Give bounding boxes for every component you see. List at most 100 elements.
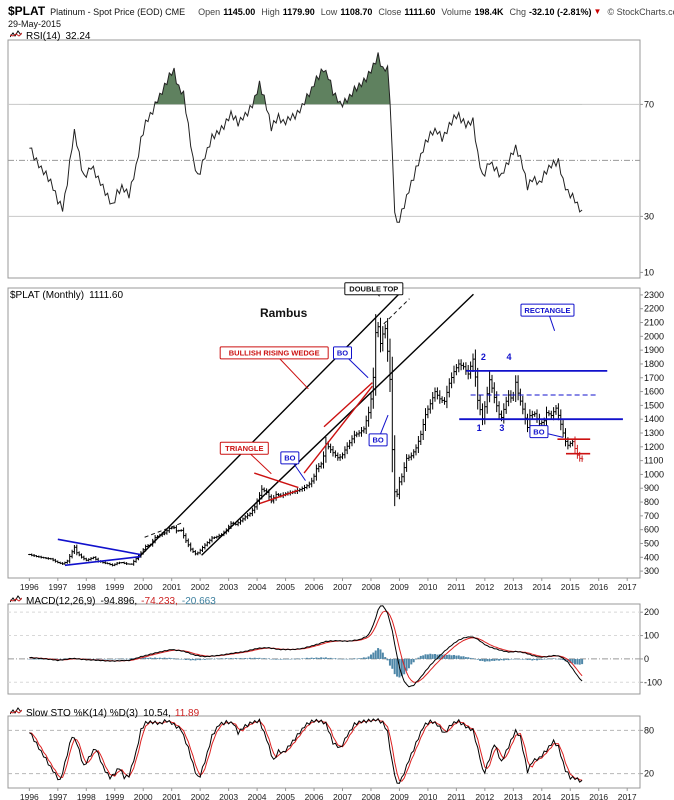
svg-text:2009: 2009 <box>390 792 409 800</box>
svg-text:1600: 1600 <box>644 387 664 397</box>
quote-strip: Open 1145.00 High 1179.90 Low 1108.70 Close… <box>198 7 607 17</box>
svg-text:1700: 1700 <box>644 373 664 383</box>
svg-text:2015: 2015 <box>561 792 580 800</box>
svg-text:1999: 1999 <box>105 792 124 800</box>
svg-text:1998: 1998 <box>77 582 96 592</box>
svg-text:2011: 2011 <box>447 582 466 592</box>
svg-text:2004: 2004 <box>248 582 267 592</box>
svg-text:70: 70 <box>644 99 654 109</box>
svg-text:2001: 2001 <box>162 792 181 800</box>
svg-text:-100: -100 <box>644 677 662 687</box>
svg-text:2002: 2002 <box>191 582 210 592</box>
svg-text:4: 4 <box>507 352 512 362</box>
svg-text:2004: 2004 <box>248 792 267 800</box>
svg-text:2012: 2012 <box>475 582 494 592</box>
svg-text:2006: 2006 <box>305 792 324 800</box>
svg-text:2014: 2014 <box>532 582 551 592</box>
svg-text:200: 200 <box>644 607 659 617</box>
svg-text:1997: 1997 <box>48 582 67 592</box>
change-down-arrow-icon: ▼ <box>593 7 602 16</box>
svg-text:2017: 2017 <box>618 582 637 592</box>
svg-text:2011: 2011 <box>447 792 466 800</box>
svg-text:2013: 2013 <box>504 792 523 800</box>
svg-text:Rambus: Rambus <box>260 306 308 320</box>
quote-low: Low 1108.70 <box>320 7 373 17</box>
svg-text:2016: 2016 <box>589 792 608 800</box>
chart-header: $PLAT Platinum - Spot Price (EOD) CME Op… <box>8 4 674 18</box>
svg-text:2012: 2012 <box>475 792 494 800</box>
svg-text:2008: 2008 <box>362 582 381 592</box>
svg-text:2001: 2001 <box>162 582 181 592</box>
svg-text:1996: 1996 <box>20 792 39 800</box>
svg-text:2010: 2010 <box>418 792 437 800</box>
quote-high: High 1179.90 <box>261 7 315 17</box>
svg-text:2014: 2014 <box>532 792 551 800</box>
svg-text:1100: 1100 <box>644 456 663 466</box>
svg-text:1900: 1900 <box>644 345 664 355</box>
svg-text:100: 100 <box>644 631 659 641</box>
svg-text:1998: 1998 <box>77 792 96 800</box>
svg-text:BO: BO <box>284 454 295 463</box>
svg-text:RECTANGLE: RECTANGLE <box>524 306 570 315</box>
svg-text:2013: 2013 <box>504 582 523 592</box>
svg-text:1997: 1997 <box>48 792 67 800</box>
svg-text:10: 10 <box>644 267 654 277</box>
svg-text:TRIANGLE: TRIANGLE <box>225 444 263 453</box>
svg-text:700: 700 <box>644 511 659 521</box>
svg-text:2005: 2005 <box>276 582 295 592</box>
svg-text:2015: 2015 <box>561 582 580 592</box>
svg-text:30: 30 <box>644 211 654 221</box>
svg-text:1400: 1400 <box>644 414 664 424</box>
svg-text:2200: 2200 <box>644 304 664 314</box>
svg-text:2003: 2003 <box>219 792 238 800</box>
chart-date: 29-May-2015 <box>8 19 62 29</box>
svg-text:2007: 2007 <box>333 792 352 800</box>
svg-text:2006: 2006 <box>305 582 324 592</box>
svg-text:BO: BO <box>337 349 348 358</box>
svg-text:BO: BO <box>372 436 383 445</box>
svg-text:1200: 1200 <box>644 442 664 452</box>
svg-text:2100: 2100 <box>644 318 664 328</box>
copyright: © StockCharts.com <box>607 7 674 17</box>
svg-text:1999: 1999 <box>105 582 124 592</box>
svg-text:0: 0 <box>644 654 649 664</box>
svg-text:400: 400 <box>644 552 659 562</box>
svg-text:BULLISH RISING WEDGE: BULLISH RISING WEDGE <box>229 349 320 358</box>
svg-text:2009: 2009 <box>390 582 409 592</box>
svg-text:1300: 1300 <box>644 428 664 438</box>
symbol-description: Platinum - Spot Price (EOD) CME <box>50 7 186 17</box>
svg-text:2008: 2008 <box>362 792 381 800</box>
svg-text:BO: BO <box>533 427 544 436</box>
svg-text:800: 800 <box>644 497 659 507</box>
svg-text:500: 500 <box>644 538 659 548</box>
svg-text:2017: 2017 <box>618 792 637 800</box>
svg-text:2000: 2000 <box>644 331 664 341</box>
svg-text:900: 900 <box>644 483 659 493</box>
svg-text:2007: 2007 <box>333 582 352 592</box>
svg-text:3: 3 <box>499 423 504 433</box>
svg-text:2002: 2002 <box>191 792 210 800</box>
svg-text:1500: 1500 <box>644 400 664 410</box>
svg-text:2000: 2000 <box>134 792 153 800</box>
svg-text:2000: 2000 <box>134 582 153 592</box>
svg-text:DOUBLE TOP: DOUBLE TOP <box>349 284 398 293</box>
svg-text:1000: 1000 <box>644 469 664 479</box>
svg-text:1996: 1996 <box>20 582 39 592</box>
quote-close: Close 1111.60 <box>378 7 436 17</box>
svg-text:80: 80 <box>644 725 654 735</box>
svg-text:20: 20 <box>644 769 654 779</box>
quote-change: Chg -32.10 (-2.81%) ▼ <box>509 7 602 17</box>
quote-open: Open 1145.00 <box>198 7 256 17</box>
svg-text:2003: 2003 <box>219 582 238 592</box>
svg-text:600: 600 <box>644 525 659 535</box>
svg-text:2016: 2016 <box>589 582 608 592</box>
svg-text:1: 1 <box>477 423 482 433</box>
svg-text:2300: 2300 <box>644 290 664 300</box>
symbol: $PLAT <box>8 4 46 18</box>
svg-text:2: 2 <box>481 352 486 362</box>
svg-text:2005: 2005 <box>276 792 295 800</box>
svg-text:2010: 2010 <box>418 582 437 592</box>
svg-text:300: 300 <box>644 566 659 576</box>
